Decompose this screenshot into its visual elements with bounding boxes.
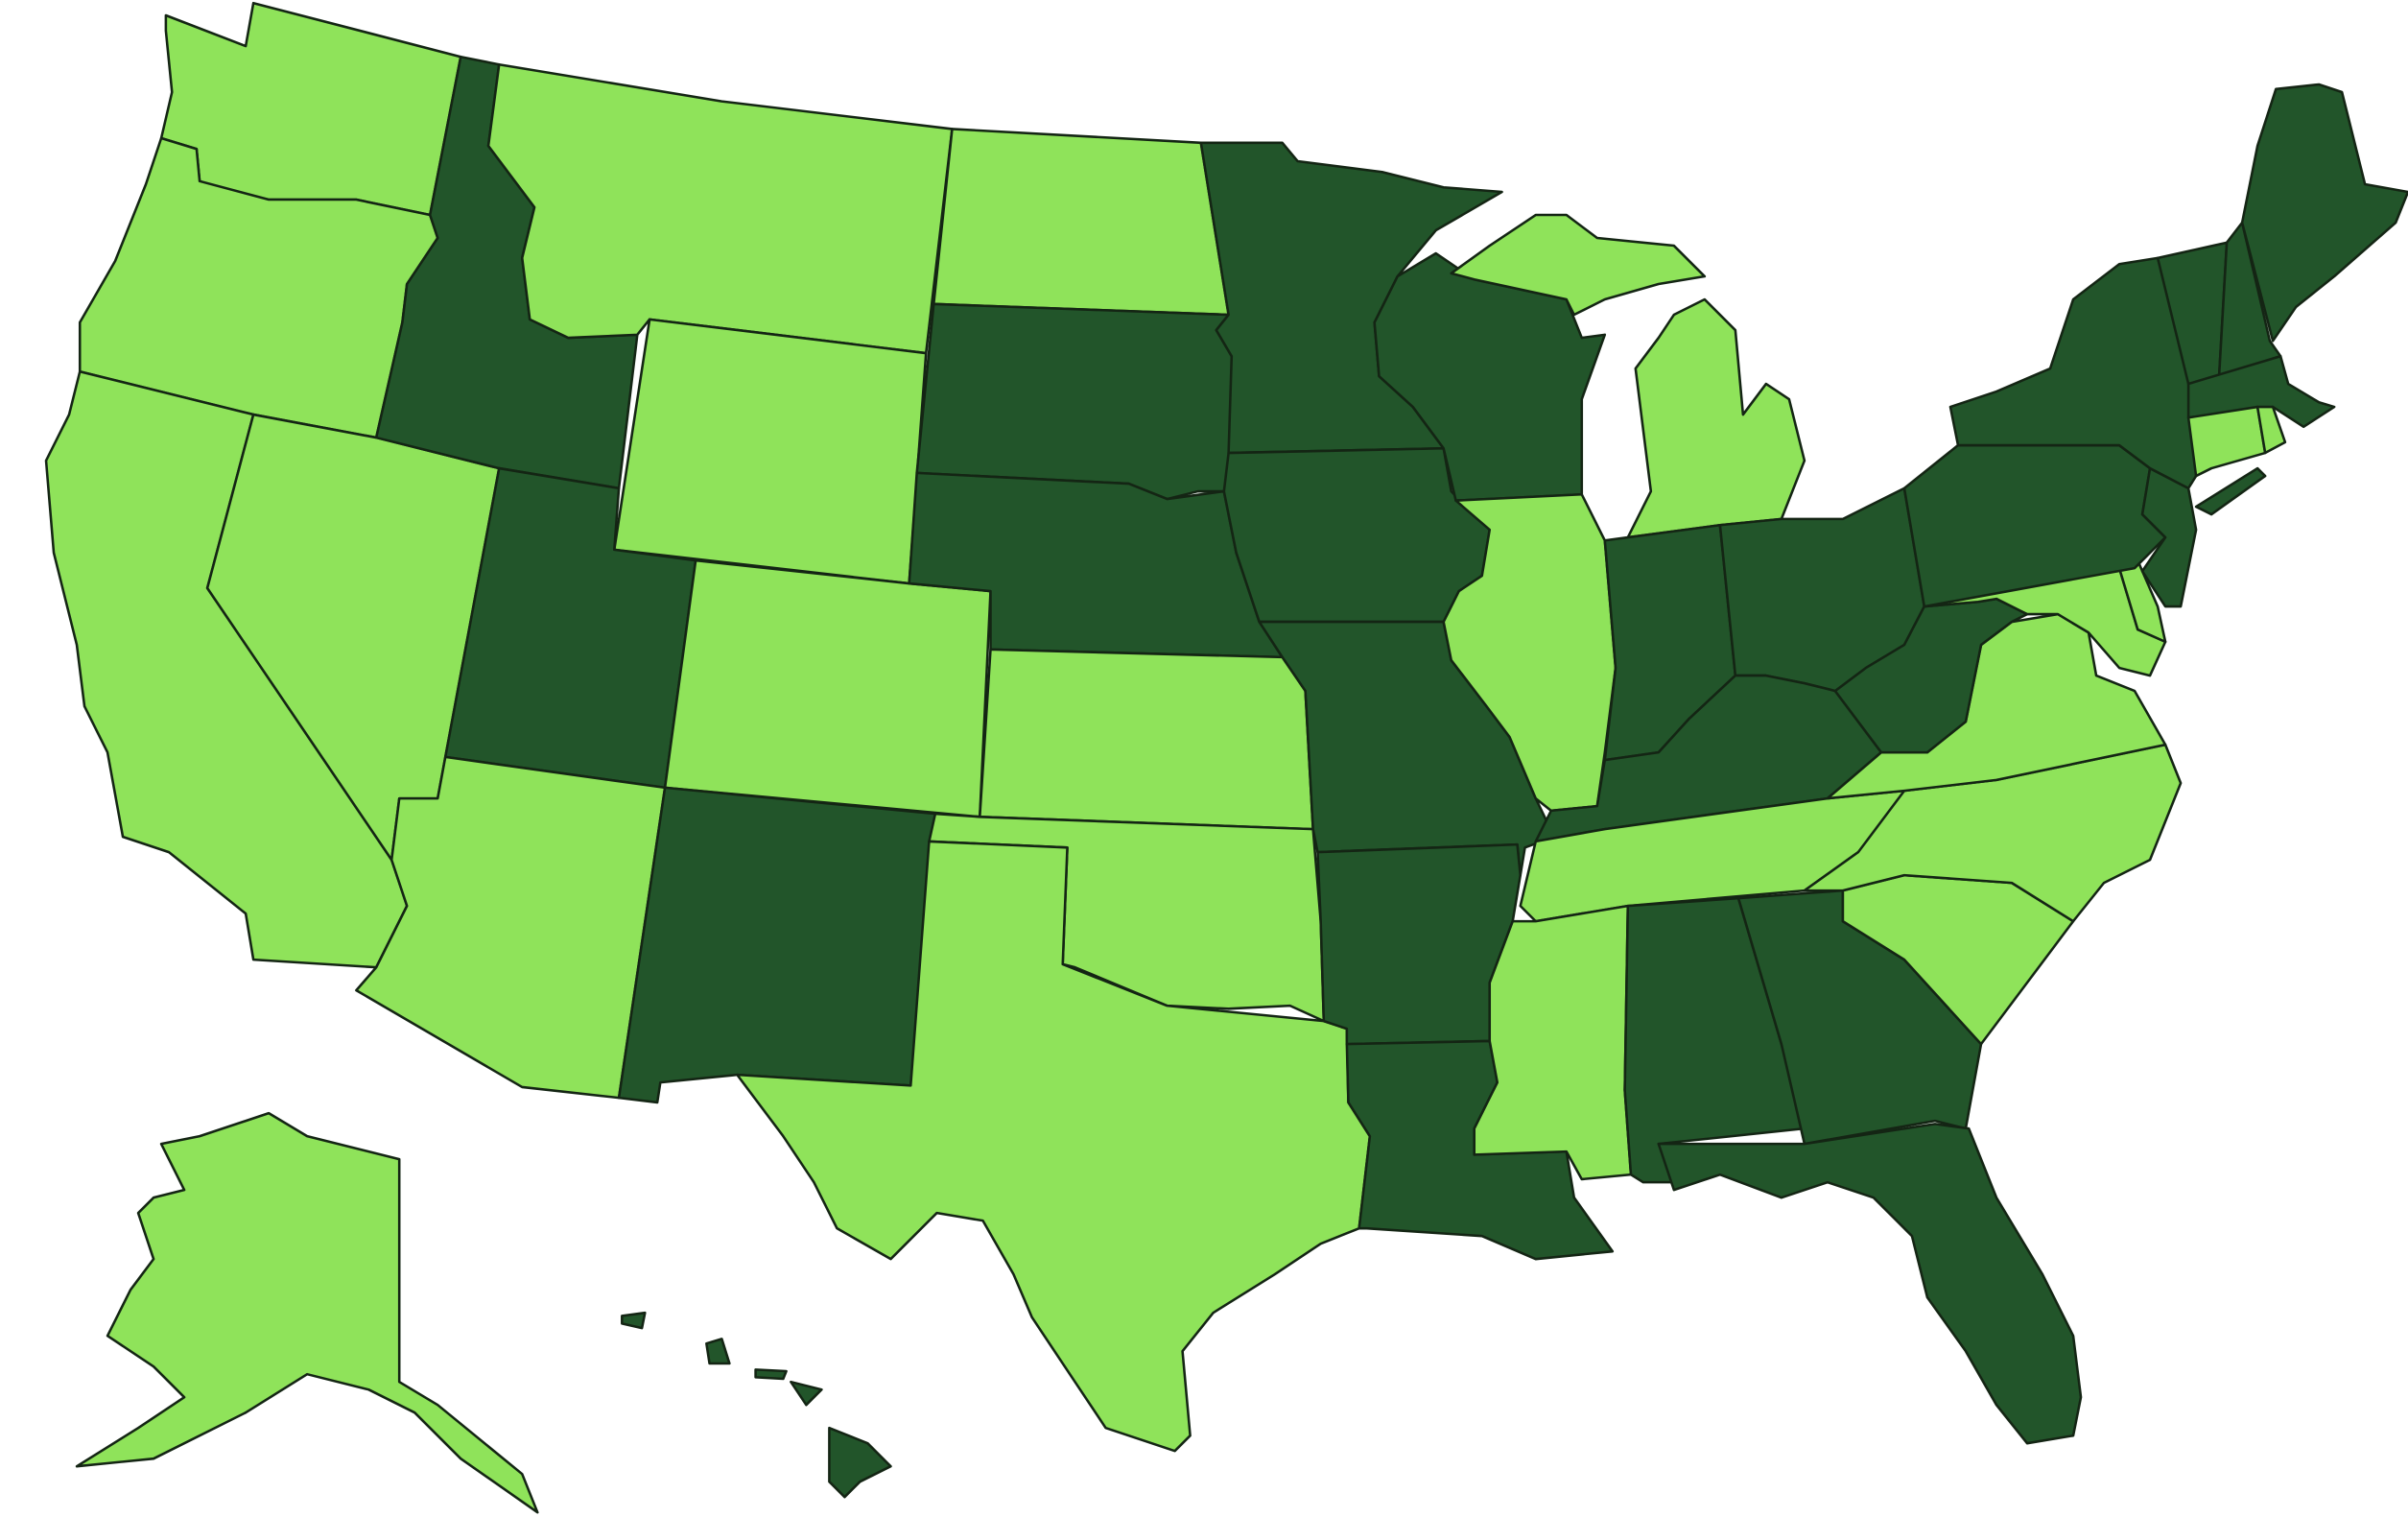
state-mi: [1450, 213, 1806, 539]
state-nh: [2217, 221, 2282, 378]
state-nd: [932, 128, 1230, 317]
state-me: [2240, 83, 2408, 343]
state-wy: [613, 318, 928, 585]
state-mt: [486, 62, 954, 355]
state-fl: [1657, 1123, 2083, 1445]
state-hi: [621, 1311, 892, 1499]
state-az: [355, 755, 667, 1100]
state-ks: [979, 648, 1314, 831]
state-sd: [915, 302, 1235, 501]
state-ri: [2255, 405, 2287, 455]
state-co: [663, 558, 992, 818]
state-ct: [2186, 405, 2267, 478]
state-ak: [75, 1111, 539, 1514]
state-nj: [2140, 466, 2198, 608]
state-nm: [617, 786, 937, 1104]
